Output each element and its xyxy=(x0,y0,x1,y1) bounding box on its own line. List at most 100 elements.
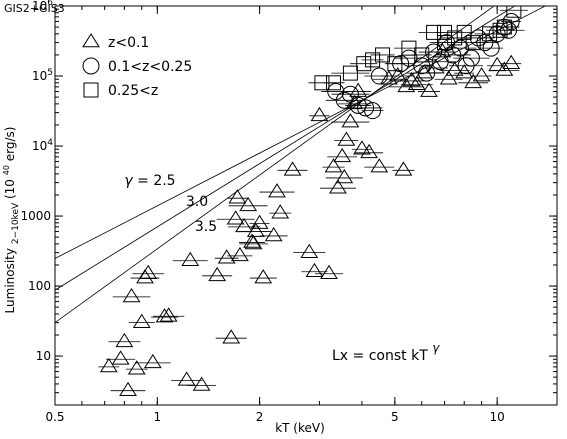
triangle-marker xyxy=(230,246,249,262)
triangle-marker xyxy=(268,183,286,198)
square-marker xyxy=(496,19,512,35)
square-marker xyxy=(437,24,453,40)
triangle-marker xyxy=(271,204,290,219)
triangle-marker xyxy=(235,217,253,233)
triangle-marker xyxy=(333,147,352,163)
square-marker xyxy=(456,24,472,40)
y-tick-label: 105 xyxy=(32,68,53,83)
circle-marker xyxy=(500,21,518,39)
y-axis-label: Luminosity 2−10keV (10 40 erg/s) xyxy=(0,127,21,314)
y-axis-label-main: Luminosity xyxy=(3,248,17,313)
triangle-marker xyxy=(226,210,245,225)
triangle-marker xyxy=(222,329,241,344)
square-marker xyxy=(342,65,358,81)
circle-marker xyxy=(469,29,487,47)
triangle-marker xyxy=(335,169,354,184)
triangle-marker xyxy=(181,251,200,267)
triangle-marker xyxy=(407,75,426,91)
triangle-marker xyxy=(132,313,151,328)
circle-marker xyxy=(400,49,418,67)
square-marker xyxy=(447,30,463,46)
triangle-marker xyxy=(228,189,247,204)
triangle-marker xyxy=(388,67,407,82)
triangle-marker xyxy=(143,353,162,369)
triangle-marker xyxy=(370,158,389,173)
legend-label: 0.25<z xyxy=(108,83,158,99)
triangle-marker xyxy=(136,269,154,284)
circle-marker xyxy=(364,102,382,120)
circle-marker xyxy=(370,67,388,85)
triangle-marker xyxy=(119,381,137,397)
axis-ticks: 0.5 1 2 5 10 10 100 1000 104 105 106 xyxy=(20,0,557,424)
square-marker xyxy=(426,24,442,40)
triangle-marker xyxy=(488,56,507,72)
square-marker xyxy=(414,47,430,63)
x-tick-label: 5 xyxy=(391,410,399,424)
data-markers xyxy=(99,6,522,397)
triangle-marker xyxy=(329,179,347,194)
triangle-marker xyxy=(353,140,371,155)
triangle-marker xyxy=(159,307,178,322)
y-tick-label: 100 xyxy=(28,279,51,293)
triangle-marker xyxy=(127,360,146,375)
square-marker xyxy=(314,75,330,91)
panel-label: GIS2+GIS3 xyxy=(4,2,65,15)
square-marker xyxy=(492,22,508,38)
svg-text:Luminosity 2−10keV: Luminosity 2−10keV (10 40 erg/s) xyxy=(0,127,21,314)
circle-marker xyxy=(357,99,375,117)
legend-circle-symbol xyxy=(82,57,100,75)
legend-triangle-symbol xyxy=(82,33,100,48)
x-tick-label: 0.5 xyxy=(45,410,64,424)
triangle-marker xyxy=(379,70,398,85)
x-tick-label: 1 xyxy=(153,410,161,424)
triangle-marker xyxy=(217,249,236,264)
fit-line xyxy=(55,6,495,323)
triangle-marker xyxy=(254,269,273,284)
plot-frame xyxy=(54,5,558,406)
circle-marker xyxy=(482,39,500,57)
fit-line-label: γ = 2.5 xyxy=(124,173,175,189)
circle-marker xyxy=(476,34,494,52)
circle-marker xyxy=(327,83,345,101)
legend: z<0.1 0.1<z<0.25 0.25<z xyxy=(82,33,192,99)
square-marker xyxy=(387,56,403,72)
triangle-marker xyxy=(310,106,329,122)
triangle-marker xyxy=(320,264,338,280)
triangle-marker xyxy=(139,264,158,280)
triangle-marker xyxy=(472,67,491,82)
y-tick-label: 106 xyxy=(32,0,53,13)
circle-marker xyxy=(392,55,410,73)
circle-marker xyxy=(462,49,480,67)
square-marker xyxy=(356,56,372,72)
fit-line-label: 3.0 xyxy=(186,194,208,210)
triangle-marker xyxy=(244,234,263,250)
y-axis-label-unit-open: (10 xyxy=(3,179,17,199)
triangle-marker xyxy=(208,266,227,282)
relation-annotation: Lx = const kT γ xyxy=(332,341,440,364)
y-tick-label: 104 xyxy=(32,138,53,153)
triangle-marker xyxy=(394,161,413,176)
y-axis-label-unit-exp: 40 xyxy=(2,165,11,175)
axes xyxy=(54,5,558,406)
square-marker xyxy=(506,6,522,18)
square-marker xyxy=(326,75,342,91)
triangle-marker xyxy=(264,226,283,242)
triangle-marker xyxy=(122,287,141,303)
triangle-marker xyxy=(239,196,258,212)
y-axis-label-sub: 2−10keV xyxy=(11,202,21,244)
square-marker xyxy=(437,35,453,51)
triangle-marker xyxy=(439,70,458,85)
triangle-marker xyxy=(341,113,360,128)
triangle-marker xyxy=(300,243,319,258)
triangle-marker xyxy=(246,222,265,237)
triangle-marker xyxy=(502,54,521,69)
legend-label: z<0.1 xyxy=(108,35,149,51)
fit-line-label: 3.5 xyxy=(195,219,217,235)
circle-marker xyxy=(418,64,436,82)
triangle-marker xyxy=(99,357,118,373)
x-tick-label: 2 xyxy=(256,410,264,424)
triangle-marker xyxy=(324,158,343,173)
y-tick-label: 1000 xyxy=(20,209,51,223)
x-tick-label: 10 xyxy=(490,410,505,424)
